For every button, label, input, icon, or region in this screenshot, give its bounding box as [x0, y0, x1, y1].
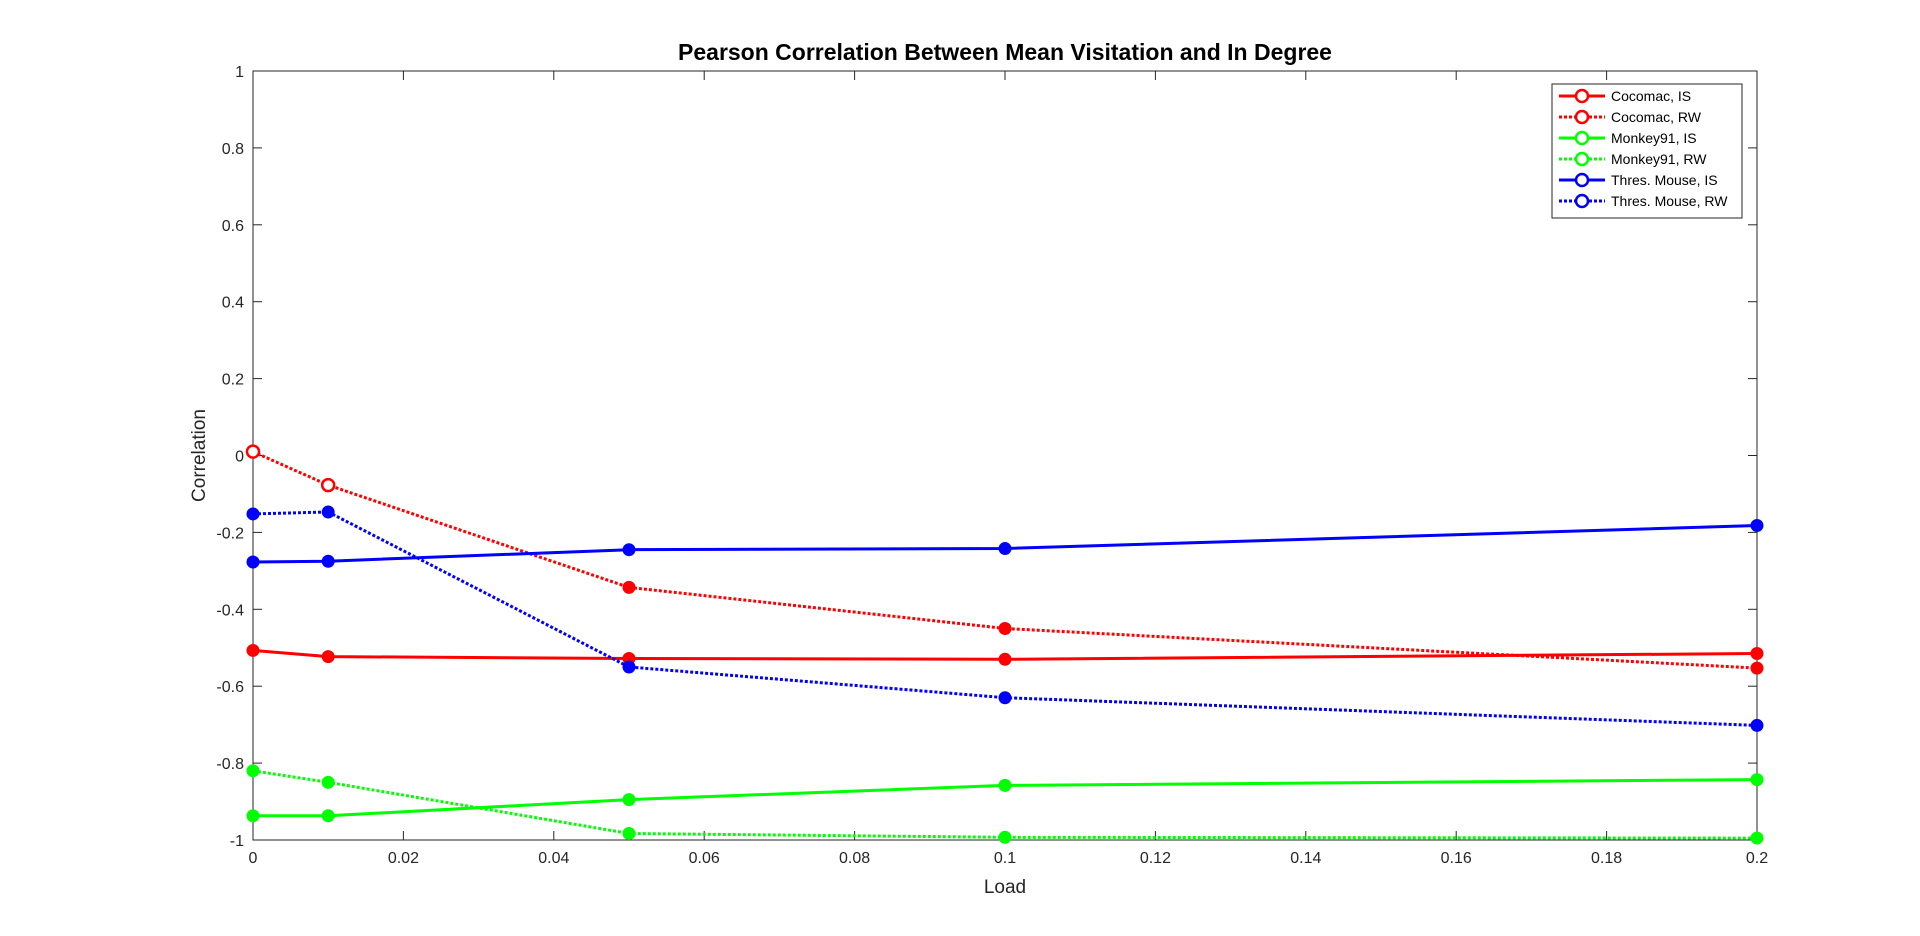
data-point	[622, 660, 636, 674]
data-point	[998, 778, 1012, 792]
x-tick-label: 0.18	[1591, 850, 1622, 867]
legend: Cocomac, IS Cocomac, RW Monkey91, IS Monkey…	[1551, 83, 1743, 219]
data-point	[320, 477, 336, 493]
data-point	[321, 554, 335, 568]
legend-entry-label: Thres. Mouse, RW	[1611, 193, 1728, 209]
data-point	[622, 543, 636, 557]
data-point	[998, 622, 1012, 636]
data-point	[321, 505, 335, 519]
x-tick-label: 0.2	[1746, 850, 1768, 867]
chart-title: Pearson Correlation Between Mean Visitat…	[678, 39, 1332, 65]
x-tick-label: 0.1	[994, 850, 1016, 867]
y-tick-label: 1	[235, 64, 244, 81]
data-point	[1750, 661, 1764, 675]
x-tick-label: 0.12	[1140, 850, 1171, 867]
y-tick-label: -0.2	[216, 525, 244, 542]
data-point	[321, 650, 335, 664]
data-point	[246, 809, 260, 823]
x-tick-label: 0.02	[388, 850, 419, 867]
series-cocomac-rw	[245, 444, 1764, 675]
y-tick-label: 0	[235, 449, 244, 466]
y-tick-label: -0.8	[216, 756, 244, 773]
y-tick-label: 0.8	[222, 141, 244, 158]
y-tick-label: 0.6	[222, 218, 244, 235]
x-tick-label: 0.14	[1290, 850, 1321, 867]
data-series	[245, 444, 1764, 845]
data-point	[321, 809, 335, 823]
legend-entry-label: Monkey91, IS	[1611, 130, 1697, 146]
data-point	[622, 580, 636, 594]
y-tick-label: -0.4	[216, 602, 244, 619]
x-tick-label: 0.04	[538, 850, 569, 867]
data-point	[622, 826, 636, 840]
y-tick-label: -1	[230, 833, 244, 850]
series-cocomac-is	[246, 643, 1764, 666]
data-point	[1750, 647, 1764, 661]
data-point	[246, 555, 260, 569]
legend-marker	[1574, 193, 1590, 209]
series-line	[252, 510, 1758, 727]
legend-marker	[1574, 109, 1590, 125]
legend-marker	[1574, 88, 1590, 104]
data-point	[246, 764, 260, 778]
data-point	[998, 830, 1012, 844]
data-point	[246, 507, 260, 521]
data-point	[1750, 718, 1764, 732]
legend-entry-label: Monkey91, RW	[1611, 151, 1707, 167]
legend-marker	[1574, 130, 1590, 146]
legend-entry-label: Cocomac, RW	[1611, 109, 1702, 125]
data-point	[245, 444, 261, 459]
data-point	[1750, 831, 1764, 845]
data-point	[998, 542, 1012, 556]
x-tick-label: 0.08	[839, 850, 870, 867]
legend-entry-label: Cocomac, IS	[1611, 88, 1691, 104]
data-point	[246, 643, 260, 657]
data-point	[1750, 518, 1764, 532]
x-axis-label: Load	[984, 877, 1026, 898]
data-point	[622, 793, 636, 807]
legend-entry-label: Thres. Mouse, IS	[1611, 172, 1718, 188]
legend-marker	[1574, 151, 1590, 167]
axes: 0 0.02 0.04 0.06 0.08 0.1 0.12 0.14 0.16 0.18 0.2 -…	[216, 64, 1768, 867]
series-thres-mouse-rw	[246, 505, 1764, 732]
x-tick-label: 0	[249, 850, 258, 867]
y-tick-label: -0.6	[216, 679, 244, 696]
y-tick-label: 0.4	[222, 295, 244, 312]
legend-marker	[1574, 172, 1590, 188]
y-tick-label: 0.2	[222, 372, 244, 389]
data-point	[321, 775, 335, 789]
x-tick-label: 0.16	[1441, 850, 1472, 867]
series-monkey91-is	[246, 773, 1764, 823]
data-point	[1750, 773, 1764, 787]
data-point	[998, 691, 1012, 705]
y-axis-label: Correlation	[189, 409, 210, 502]
series-monkey91-rw	[246, 764, 1764, 845]
x-tick-label: 0.06	[689, 850, 720, 867]
series-thres-mouse-is	[246, 518, 1764, 569]
data-point	[998, 652, 1012, 666]
